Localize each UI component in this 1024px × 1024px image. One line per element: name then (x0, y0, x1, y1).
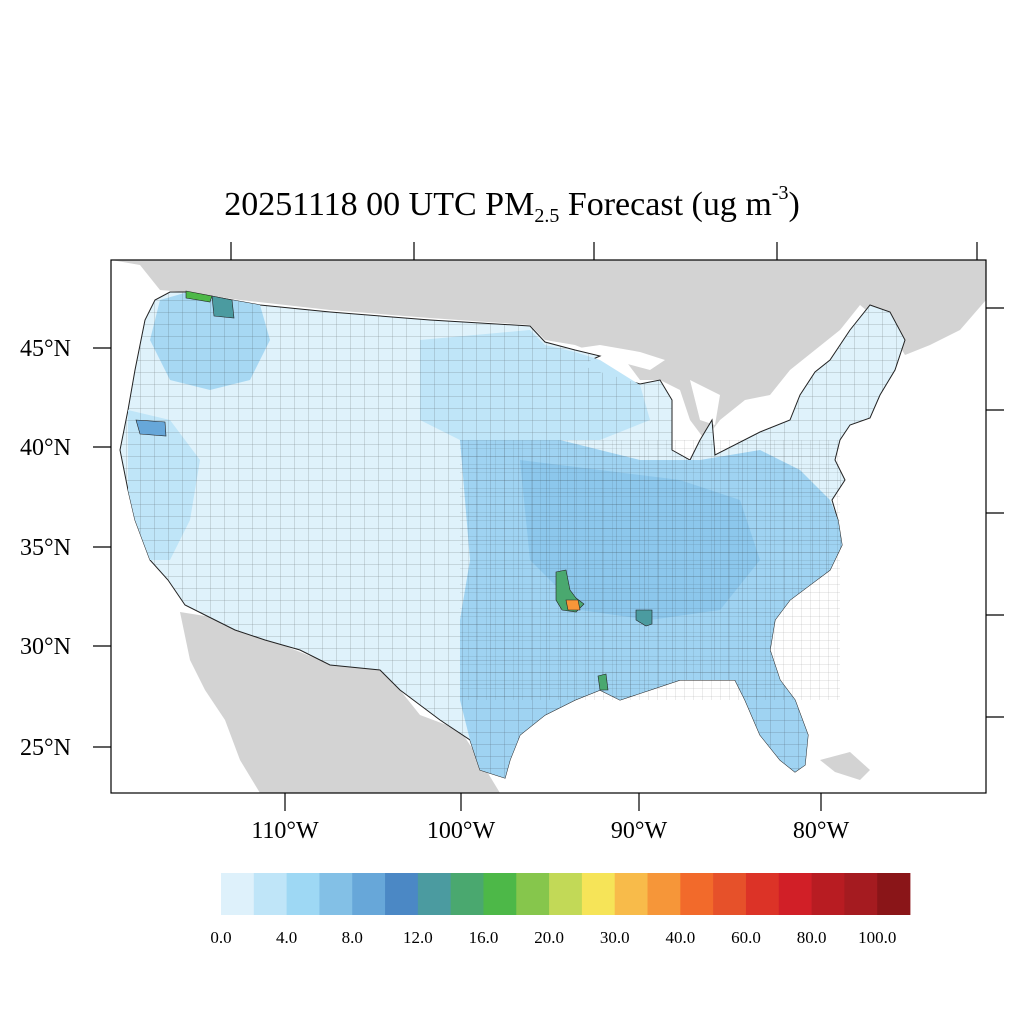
hotspot-la-green (597, 673, 609, 691)
colorbar-tick-label: 60.0 (731, 928, 761, 947)
colorbar-swatch (516, 873, 550, 915)
colorbar-swatch (286, 873, 320, 915)
lon-label: 100°W (427, 818, 496, 844)
colorbar-swatch (811, 873, 845, 915)
colorbar-tick-label: 100.0 (858, 928, 896, 947)
colorbar-swatch (581, 873, 616, 915)
lat-label: 45°N (20, 336, 71, 362)
lon-label: 90°W (611, 818, 668, 844)
colorbar-labels: 0.0 4.0 8.0 12.0 16.0 20.0 30.0 40.0 60.0 80.0 100… (210, 928, 896, 947)
map-frame (110, 259, 987, 794)
colorbar-swatch (680, 873, 714, 915)
colorbar-swatch (221, 873, 255, 915)
colorbar-tick-label: 16.0 (469, 928, 499, 947)
colorbar-tick-label: 8.0 (342, 928, 363, 947)
hotspot-ms-teal (635, 609, 653, 627)
bottom-ticks (284, 793, 822, 811)
colorbar-tick-label: 4.0 (276, 928, 297, 947)
colorbar-tick-label: 0.0 (210, 928, 231, 947)
lat-label: 30°N (20, 634, 71, 660)
colorbar-tick-label: 30.0 (600, 928, 630, 947)
map-content (111, 260, 986, 793)
colorbar-swatch (483, 873, 517, 915)
colorbar-swatch (614, 873, 648, 915)
colorbar-swatch (352, 873, 386, 915)
canada-land (111, 260, 986, 440)
county-boundaries-east (460, 440, 840, 700)
latitude-labels: 45°N 40°N 35°N 30°N 25°N (20, 336, 71, 761)
colorbar-tick-label: 40.0 (665, 928, 695, 947)
mexico-land (180, 612, 500, 793)
lon-label: 80°W (793, 818, 850, 844)
title-superscript: -3 (771, 182, 789, 204)
colorbar-swatch (549, 873, 583, 915)
hotspot-wa-green (185, 290, 213, 303)
title-close: ) (788, 186, 800, 223)
left-ticks (93, 347, 111, 748)
colorbar-swatch (647, 873, 681, 915)
title-tail: Forecast (ug m (559, 186, 772, 223)
title-main: 20251118 00 UTC PM (224, 186, 535, 223)
colorbar-swatch (844, 873, 878, 915)
lat-label: 25°N (20, 735, 71, 761)
colorbar-tick-label: 80.0 (797, 928, 827, 947)
title-subscript: 2.5 (534, 205, 560, 227)
colorbar-swatch (778, 873, 812, 915)
colorbar-swatch (253, 873, 288, 915)
caribbean-land (820, 752, 870, 780)
lake-huron (690, 380, 720, 425)
map-title: 20251118 00 UTC PM2.5 Forecast (ug m-3) (0, 183, 1024, 227)
colorbar-swatch (450, 873, 484, 915)
colorbar-swatch (713, 873, 747, 915)
lon-label: 110°W (251, 818, 319, 844)
colorbar (221, 873, 911, 915)
longitude-labels: 110°W 100°W 90°W 80°W (251, 818, 849, 844)
colorbar-swatch (417, 873, 452, 915)
lat-label: 35°N (20, 535, 71, 561)
colorbar-tick-label: 12.0 (403, 928, 433, 947)
hotspot-orange (565, 599, 581, 611)
lat-label: 40°N (20, 435, 71, 461)
right-ticks (986, 307, 1004, 718)
colorbar-swatch (319, 873, 353, 915)
colorbar-swatch (745, 873, 780, 915)
hotspot-wa-teal (211, 295, 235, 319)
lake-superior (565, 345, 665, 370)
colorbar-swatch (385, 873, 419, 915)
colorbar-swatch (877, 873, 911, 915)
hotspot-oregon (135, 419, 167, 437)
top-ticks (230, 242, 978, 260)
colorbar-tick-label: 20.0 (534, 928, 564, 947)
